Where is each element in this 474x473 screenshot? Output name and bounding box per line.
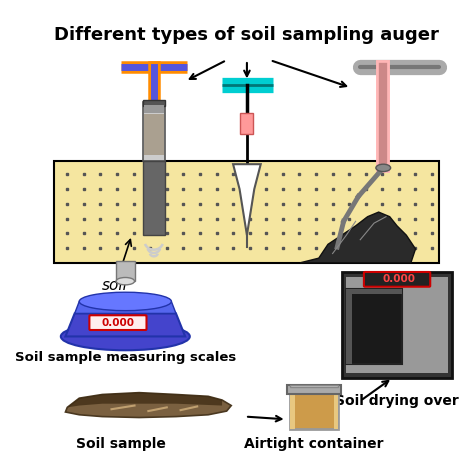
- Bar: [240, 113, 254, 134]
- Ellipse shape: [116, 278, 135, 285]
- Bar: [334, 387, 338, 429]
- Bar: [346, 277, 448, 373]
- Text: Airtight container: Airtight container: [245, 437, 384, 451]
- Bar: [143, 161, 165, 235]
- Bar: [287, 385, 341, 394]
- Text: Different types of soil sampling auger: Different types of soil sampling auger: [55, 26, 439, 44]
- Bar: [346, 289, 401, 364]
- Bar: [342, 272, 452, 378]
- Text: Soil sample: Soil sample: [76, 437, 165, 451]
- Polygon shape: [301, 212, 416, 263]
- Text: soil: soil: [102, 239, 131, 293]
- Text: Soil sample measuring scales: Soil sample measuring scales: [15, 351, 236, 364]
- Text: 0.000: 0.000: [101, 318, 135, 328]
- Bar: [144, 105, 164, 113]
- Text: Soil drying over: Soil drying over: [335, 394, 459, 408]
- Polygon shape: [74, 301, 176, 314]
- Polygon shape: [233, 164, 261, 235]
- Polygon shape: [65, 393, 231, 418]
- FancyBboxPatch shape: [90, 315, 146, 330]
- Bar: [290, 385, 338, 387]
- Bar: [116, 261, 135, 281]
- Bar: [143, 102, 165, 161]
- Bar: [346, 289, 401, 294]
- Ellipse shape: [376, 164, 391, 172]
- Bar: [55, 161, 439, 263]
- Bar: [346, 289, 352, 364]
- Text: 0.000: 0.000: [383, 274, 415, 284]
- FancyBboxPatch shape: [364, 272, 430, 287]
- Bar: [144, 114, 164, 155]
- Bar: [143, 100, 165, 106]
- Ellipse shape: [61, 323, 190, 350]
- Bar: [290, 387, 295, 429]
- Polygon shape: [67, 393, 222, 407]
- Bar: [290, 387, 338, 429]
- Polygon shape: [65, 314, 185, 336]
- Ellipse shape: [79, 292, 172, 311]
